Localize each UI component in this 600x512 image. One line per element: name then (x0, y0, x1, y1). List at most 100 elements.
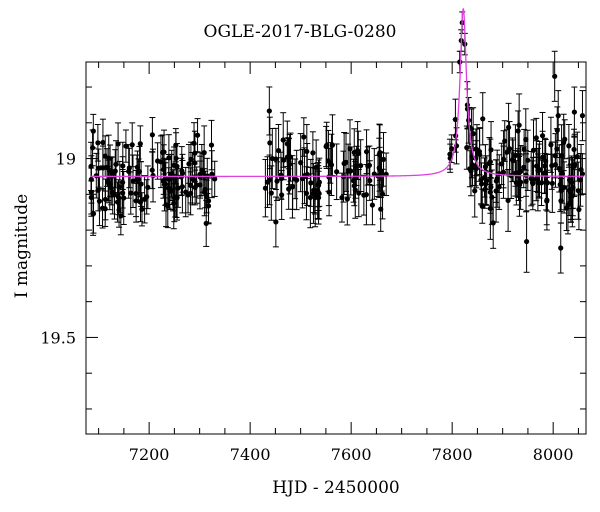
data-point (185, 192, 191, 198)
data-point (112, 168, 118, 174)
data-point (150, 172, 156, 179)
data-point (201, 150, 207, 156)
data-point (576, 206, 582, 213)
data-point (562, 136, 568, 142)
data-point (565, 202, 571, 208)
data-point (543, 179, 549, 185)
data-point (175, 185, 181, 191)
data-point (558, 198, 564, 204)
data-point (329, 142, 336, 148)
data-point (117, 184, 123, 190)
data-point (192, 177, 198, 184)
data-point (139, 206, 145, 212)
data-point (312, 192, 318, 198)
data-point (343, 159, 349, 165)
data-point (367, 177, 373, 184)
data-point (155, 158, 161, 164)
data-point (351, 149, 357, 156)
data-point (166, 155, 172, 161)
data-point (347, 146, 353, 152)
data-point (477, 151, 483, 158)
data-point (113, 161, 119, 167)
data-point (204, 193, 210, 200)
data-point (542, 163, 548, 169)
data-point (517, 179, 524, 185)
data-point (299, 176, 306, 182)
data-point (361, 192, 367, 198)
data-point (165, 203, 171, 209)
data-point (95, 140, 101, 146)
data-point (482, 164, 489, 170)
data-point (352, 187, 358, 193)
data-point (549, 180, 555, 186)
data-point (310, 150, 316, 156)
data-point (323, 143, 329, 150)
data-point (186, 161, 192, 167)
data-point (287, 161, 293, 167)
data-point (328, 162, 335, 168)
data-point (379, 191, 386, 197)
y-axis-label: I magnitude (12, 193, 32, 299)
data-point (96, 198, 103, 204)
x-tick-label: 8000 (533, 445, 574, 464)
data-point (90, 210, 96, 216)
data-point (487, 159, 493, 165)
data-point (119, 179, 126, 185)
data-point (555, 113, 561, 119)
x-tick-label: 7200 (129, 445, 170, 464)
data-point (568, 194, 574, 201)
data-point (378, 206, 384, 212)
data-point (129, 142, 135, 148)
data-point (197, 174, 203, 180)
data-point (544, 198, 550, 204)
data-point (554, 127, 560, 133)
data-point (173, 155, 179, 161)
data-point (102, 206, 108, 212)
data-point (160, 178, 166, 184)
data-point (334, 169, 340, 175)
data-point (192, 184, 198, 191)
data-point (115, 141, 121, 147)
data-point (95, 187, 101, 193)
data-point (578, 167, 584, 173)
data-point (345, 167, 351, 174)
data-point (506, 146, 513, 152)
data-point (505, 124, 512, 130)
data-point (137, 141, 143, 147)
data-point (262, 185, 268, 191)
data-point (530, 147, 537, 153)
data-point (313, 164, 319, 170)
data-point (558, 245, 564, 251)
data-point (556, 165, 562, 172)
data-point (499, 161, 505, 167)
data-point (126, 165, 132, 171)
data-point (487, 205, 493, 212)
y-tick-label: 19 (56, 150, 76, 169)
data-point (174, 195, 180, 201)
data-point (505, 197, 511, 204)
data-point (500, 156, 507, 162)
model-curve (91, 8, 584, 178)
data-point (301, 134, 307, 140)
data-point (179, 170, 186, 176)
data-point (376, 151, 382, 158)
data-point (145, 184, 151, 190)
x-tick-label: 7400 (230, 445, 271, 464)
data-point (269, 155, 275, 162)
data-point (268, 190, 274, 196)
data-point (121, 195, 127, 201)
data-point (100, 139, 106, 146)
data-point (356, 190, 362, 196)
data-point (566, 143, 572, 149)
data-point (149, 132, 155, 138)
data-point (266, 108, 272, 114)
data-point (208, 142, 215, 148)
data-point (191, 140, 197, 146)
data-point (472, 188, 478, 194)
data-point (571, 109, 577, 115)
data-point (482, 186, 488, 193)
data-point (559, 171, 566, 177)
data-point (533, 176, 539, 182)
data-point (280, 137, 286, 143)
